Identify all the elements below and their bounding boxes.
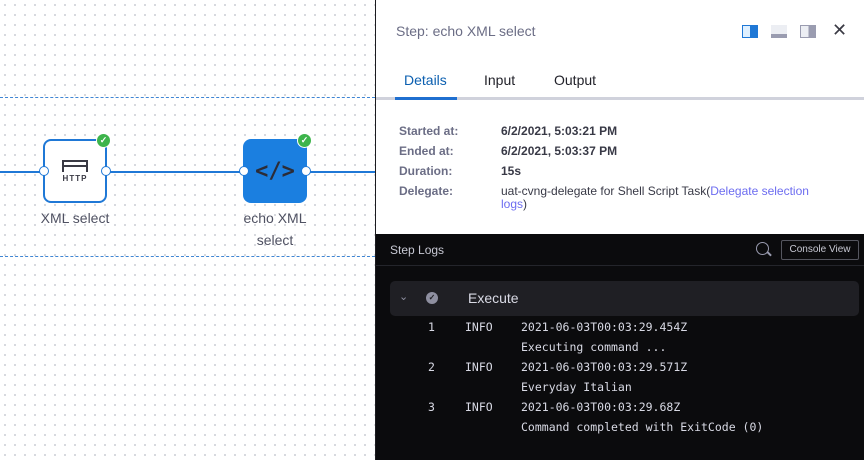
success-check-icon: ✓ — [96, 133, 111, 148]
stage-boundary — [0, 256, 375, 257]
tab-details[interactable]: Details — [404, 72, 447, 88]
connector — [307, 171, 375, 173]
pipeline-canvas[interactable]: HTTP ✓ XML select </> ✓ echo XML select — [0, 0, 375, 460]
step-node-echo-xml-select[interactable]: </> — [243, 139, 307, 203]
step-logs: Step Logs Console View ⌄ ✓ Execute 1 INFO… — [376, 234, 864, 460]
close-icon[interactable]: ✕ — [832, 20, 848, 40]
detail-value: uat-cvng-delegate for Shell Script Task(… — [501, 185, 811, 211]
input-port[interactable] — [239, 166, 249, 176]
delegate-tail: ) — [523, 197, 528, 211]
section-execute[interactable]: ⌄ ✓ Execute — [390, 281, 859, 316]
stage-boundary — [0, 97, 375, 98]
tab-divider — [376, 97, 864, 100]
input-port[interactable] — [39, 166, 49, 176]
layout-float-icon[interactable] — [800, 25, 816, 38]
section-title: Execute — [468, 290, 519, 306]
line-number: 1 — [428, 320, 435, 334]
log-level: INFO — [465, 400, 493, 414]
search-icon[interactable] — [756, 242, 772, 257]
code-icon: </> — [255, 158, 295, 184]
connector — [107, 171, 243, 173]
node-label: echo XML select — [220, 207, 330, 251]
step-node-xml-select[interactable]: HTTP — [43, 139, 107, 203]
detail-label: Duration: — [399, 164, 453, 178]
log-timestamp: 2021-06-03T00:03:29.68Z — [521, 400, 681, 414]
node-label-line1: echo XML — [243, 210, 307, 226]
log-level: INFO — [465, 360, 493, 374]
log-timestamp: 2021-06-03T00:03:29.454Z — [521, 320, 688, 334]
detail-value: 6/2/2021, 5:03:21 PM — [501, 124, 618, 138]
chevron-down-icon[interactable]: ⌄ — [399, 291, 409, 303]
delegate-name: uat-cvng-delegate for Shell Script Task( — [501, 184, 711, 198]
panel-title: Step: echo XML select — [396, 23, 536, 39]
output-port[interactable] — [101, 166, 111, 176]
delegate-selection-logs-link[interactable]: Delegate selection logs — [501, 184, 809, 211]
log-level: INFO — [465, 320, 493, 334]
node-label: XML select — [40, 210, 110, 226]
log-timestamp: 2021-06-03T00:03:29.571Z — [521, 360, 688, 374]
step-details-panel: Step: echo XML select ✕ Details Input Ou… — [375, 0, 864, 460]
log-message: Executing command ... — [521, 340, 667, 354]
detail-label: Ended at: — [399, 144, 454, 158]
log-message: Everyday Italian — [521, 380, 632, 394]
output-port[interactable] — [301, 166, 311, 176]
tab-input[interactable]: Input — [484, 72, 516, 88]
http-icon: HTTP — [61, 159, 89, 183]
tab-output[interactable]: Output — [554, 72, 597, 88]
line-number: 3 — [428, 400, 435, 414]
detail-label: Delegate: — [399, 184, 454, 198]
detail-value: 15s — [501, 164, 522, 178]
line-number: 2 — [428, 360, 435, 374]
detail-label: Started at: — [399, 124, 459, 138]
layout-right-icon[interactable] — [742, 25, 758, 38]
divider — [376, 265, 864, 266]
log-message: Command completed with ExitCode (0) — [521, 420, 764, 434]
active-tab-indicator — [395, 97, 457, 100]
connector — [0, 171, 43, 173]
detail-value: 6/2/2021, 5:03:37 PM — [501, 144, 618, 158]
node-label-line2: select — [256, 232, 294, 248]
success-check-icon: ✓ — [426, 292, 438, 304]
layout-bottom-icon[interactable] — [771, 25, 787, 38]
success-check-icon: ✓ — [297, 133, 312, 148]
console-view-button[interactable]: Console View — [781, 240, 859, 260]
logs-title: Step Logs — [390, 243, 445, 257]
